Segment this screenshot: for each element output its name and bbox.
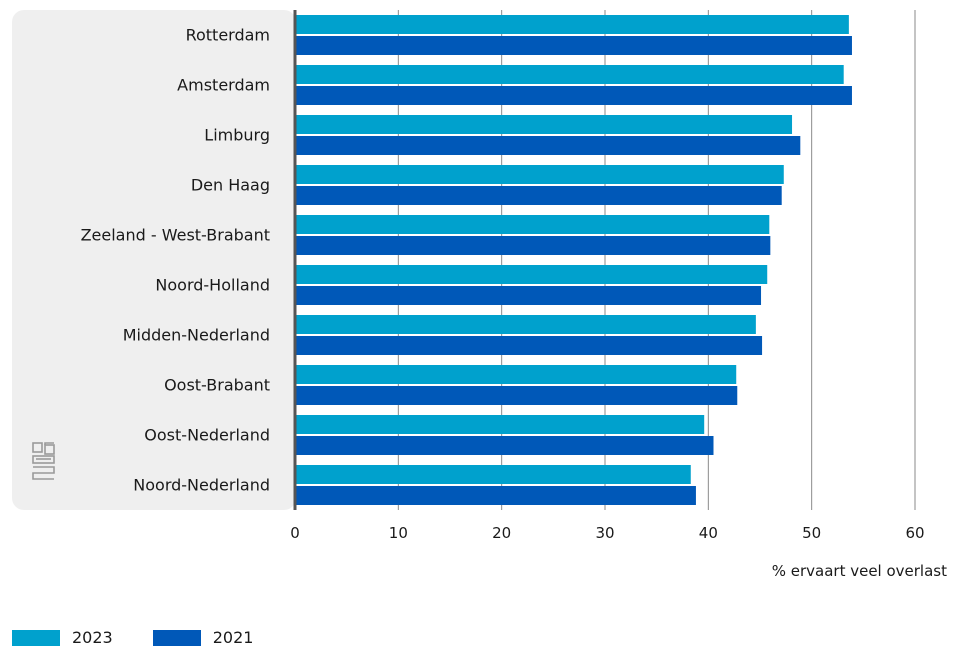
bar-noord-holland-2023 — [295, 265, 768, 284]
bar-limburg-2021 — [295, 136, 801, 155]
x-tick-label-20: 20 — [492, 524, 511, 542]
bar-rotterdam-2023 — [295, 15, 849, 34]
legend-swatch-2021 — [152, 629, 201, 646]
category-panel — [12, 10, 296, 510]
category-label-noord-nederland: Noord-Nederland — [133, 476, 270, 495]
bar-amsterdam-2023 — [295, 65, 844, 84]
legend: 2023 2021 — [12, 628, 293, 647]
bar-oost-nederland-2021 — [295, 436, 714, 455]
bar-den-haag-2021 — [295, 186, 782, 205]
x-tick-label-50: 50 — [802, 524, 821, 542]
category-label-oost-nederland: Oost-Nederland — [144, 426, 270, 445]
category-label-limburg: Limburg — [204, 126, 270, 145]
cbs-logo-icon — [32, 442, 55, 480]
category-label-midden-nederland: Midden-Nederland — [123, 326, 270, 345]
bar-den-haag-2023 — [295, 165, 784, 184]
category-labels: Rotterdam Amsterdam Limburg Den Haag Zeeland… — [81, 26, 270, 495]
bar-amsterdam-2021 — [295, 86, 852, 105]
legend-label-2021: 2021 — [212, 628, 254, 647]
bar-zeeland-west-brabant-2023 — [295, 215, 770, 234]
x-tick-label-40: 40 — [699, 524, 718, 542]
bars — [295, 15, 852, 505]
bar-midden-nederland-2023 — [295, 315, 756, 334]
bar-zeeland-west-brabant-2021 — [295, 236, 771, 255]
x-tick-label-30: 30 — [595, 524, 614, 542]
bar-oost-brabant-2021 — [295, 386, 738, 405]
x-axis-ticks: 0 10 20 30 40 50 60 — [290, 524, 924, 542]
category-label-oost-brabant: Oost-Brabant — [164, 376, 270, 395]
x-tick-label-10: 10 — [389, 524, 408, 542]
x-axis-title: % ervaart veel overlast — [772, 562, 947, 580]
bar-limburg-2023 — [295, 115, 793, 134]
bar-noord-nederland-2023 — [295, 465, 691, 484]
bar-chart: Rotterdam Amsterdam Limburg Den Haag Zeeland… — [12, 10, 947, 580]
legend-item-2021: 2021 — [152, 628, 254, 647]
legend-swatch-2023 — [12, 629, 60, 646]
legend-label-2023: 2023 — [72, 628, 113, 647]
category-label-rotterdam: Rotterdam — [186, 26, 270, 45]
gridlines — [397, 10, 916, 510]
category-label-den-haag: Den Haag — [191, 176, 270, 195]
x-tick-label-60: 60 — [905, 524, 924, 542]
legend-item-2023: 2023 — [12, 628, 113, 647]
bar-noord-nederland-2021 — [295, 486, 696, 505]
category-label-zeeland-west-brabant: Zeeland - West-Brabant — [81, 226, 270, 245]
bar-rotterdam-2021 — [295, 36, 852, 55]
category-label-amsterdam: Amsterdam — [177, 76, 270, 95]
bar-oost-brabant-2023 — [295, 365, 737, 384]
bar-midden-nederland-2021 — [295, 336, 763, 355]
category-label-noord-holland: Noord-Holland — [155, 276, 270, 295]
bar-noord-holland-2021 — [295, 286, 762, 305]
x-tick-label-0: 0 — [290, 524, 300, 542]
bar-oost-nederland-2023 — [295, 415, 705, 434]
